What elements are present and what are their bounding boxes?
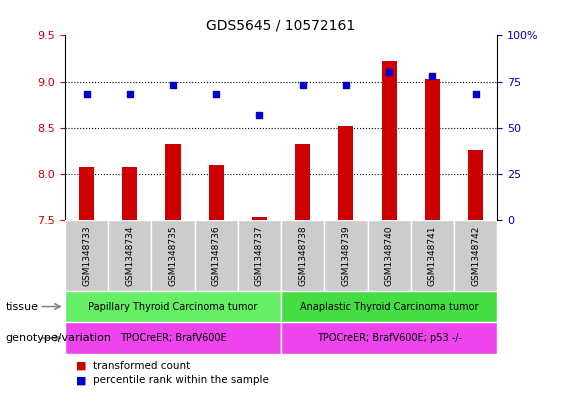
Title: GDS5645 / 10572161: GDS5645 / 10572161 (206, 19, 356, 33)
Point (82, 91, 91, 97)
Point (298, 82, 307, 88)
Bar (65, 322, 281, 354)
Text: GSM1348738: GSM1348738 (298, 225, 307, 286)
Text: TPOCreER; BrafV600E; p53 -/-: TPOCreER; BrafV600E; p53 -/- (316, 333, 462, 343)
Bar (295, 144, 310, 220)
Bar (454, 220, 497, 291)
Point (341, 82, 350, 88)
Point (212, 91, 221, 97)
Text: Anaplastic Thyroid Carcinoma tumor: Anaplastic Thyroid Carcinoma tumor (300, 301, 479, 312)
Bar (381, 61, 397, 220)
Bar (122, 167, 137, 220)
Point (125, 91, 134, 97)
Point (168, 82, 177, 88)
Text: GSM1348740: GSM1348740 (385, 225, 394, 286)
Point (428, 73, 437, 79)
Bar (252, 217, 267, 220)
Text: percentile rank within the sample: percentile rank within the sample (93, 375, 269, 385)
Text: ■: ■ (76, 361, 87, 371)
Bar (151, 220, 194, 291)
Text: GSM1348741: GSM1348741 (428, 225, 437, 286)
Text: Papillary Thyroid Carcinoma tumor: Papillary Thyroid Carcinoma tumor (88, 301, 258, 312)
Text: GSM1348736: GSM1348736 (212, 225, 221, 286)
Text: GSM1348733: GSM1348733 (82, 225, 91, 286)
Bar (65, 220, 108, 291)
Text: TPOCreER; BrafV600E: TPOCreER; BrafV600E (120, 333, 227, 343)
Bar (79, 167, 94, 220)
Bar (65, 291, 281, 322)
Text: ■: ■ (76, 375, 87, 385)
Bar (238, 220, 281, 291)
Text: GSM1348739: GSM1348739 (341, 225, 350, 286)
Bar (281, 220, 324, 291)
Text: GSM1348742: GSM1348742 (471, 225, 480, 286)
Text: genotype/variation: genotype/variation (6, 333, 112, 343)
Bar (425, 79, 440, 220)
Text: transformed count: transformed count (93, 361, 190, 371)
Bar (166, 144, 181, 220)
Point (255, 112, 264, 118)
Text: tissue: tissue (6, 301, 38, 312)
Point (385, 69, 394, 75)
Bar (108, 220, 151, 291)
Bar (468, 150, 483, 220)
Text: GSM1348735: GSM1348735 (168, 225, 177, 286)
Bar (411, 220, 454, 291)
Bar (281, 291, 497, 322)
Bar (208, 165, 224, 220)
Point (471, 91, 480, 97)
Bar (324, 220, 368, 291)
Text: GSM1348737: GSM1348737 (255, 225, 264, 286)
Bar (367, 220, 411, 291)
Bar (338, 126, 354, 220)
Text: GSM1348734: GSM1348734 (125, 225, 134, 286)
Bar (281, 322, 497, 354)
Bar (194, 220, 238, 291)
